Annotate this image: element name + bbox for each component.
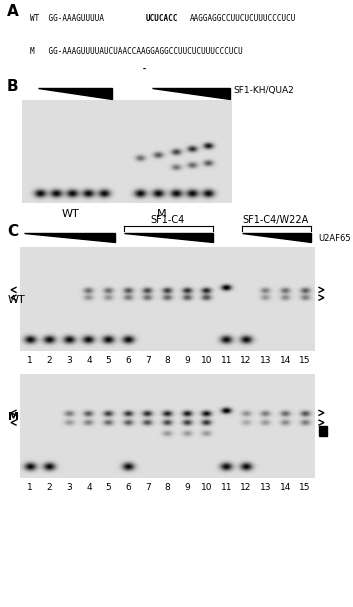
Text: 11: 11 bbox=[221, 356, 232, 365]
Text: 14: 14 bbox=[280, 483, 291, 492]
Text: UCUCACC: UCUCACC bbox=[145, 14, 178, 22]
Polygon shape bbox=[24, 233, 115, 242]
Text: 9: 9 bbox=[184, 356, 190, 365]
Text: 14: 14 bbox=[280, 356, 291, 365]
Text: AAGGAGGCCUUCUCUUUCCCUCU: AAGGAGGCCUUCUCUUUCCCUCU bbox=[190, 14, 297, 22]
Text: M: M bbox=[8, 412, 19, 422]
Text: 13: 13 bbox=[260, 483, 271, 492]
Text: 8: 8 bbox=[164, 356, 170, 365]
Text: U2AF65: U2AF65 bbox=[318, 234, 351, 243]
Text: 1: 1 bbox=[27, 356, 33, 365]
Text: -: - bbox=[142, 66, 147, 74]
Text: A: A bbox=[7, 4, 19, 19]
Text: 6: 6 bbox=[125, 483, 131, 492]
Text: 5: 5 bbox=[106, 483, 112, 492]
Text: 2: 2 bbox=[47, 356, 53, 365]
Text: 7: 7 bbox=[145, 356, 151, 365]
Text: 3: 3 bbox=[66, 483, 72, 492]
Text: WT: WT bbox=[8, 294, 26, 305]
Text: WT  GG-AAAGUUUUA: WT GG-AAAGUUUUA bbox=[30, 14, 104, 22]
Text: 6: 6 bbox=[125, 356, 131, 365]
Text: WT: WT bbox=[61, 209, 79, 220]
Text: 15: 15 bbox=[299, 483, 311, 492]
Text: 11: 11 bbox=[221, 483, 232, 492]
Text: 13: 13 bbox=[260, 356, 271, 365]
Text: 4: 4 bbox=[86, 483, 92, 492]
Text: SF1-C4: SF1-C4 bbox=[150, 215, 185, 225]
Text: 10: 10 bbox=[201, 483, 213, 492]
Text: 12: 12 bbox=[240, 483, 252, 492]
Text: 5: 5 bbox=[106, 356, 112, 365]
Text: 3: 3 bbox=[66, 356, 72, 365]
Polygon shape bbox=[38, 88, 112, 99]
Text: M: M bbox=[157, 209, 167, 220]
Text: SF1-KH/QUA2: SF1-KH/QUA2 bbox=[233, 86, 294, 95]
Polygon shape bbox=[124, 233, 213, 242]
Text: 12: 12 bbox=[240, 356, 252, 365]
Text: 15: 15 bbox=[299, 356, 311, 365]
Text: 2: 2 bbox=[47, 483, 53, 492]
Text: 7: 7 bbox=[145, 483, 151, 492]
Polygon shape bbox=[152, 88, 230, 99]
Text: B: B bbox=[7, 79, 19, 94]
Bar bbox=[319, 427, 327, 436]
Text: 9: 9 bbox=[184, 483, 190, 492]
Text: M   GG-AAAGUUUUAUCUAACCAAGGAGGCCUUCUCUUUCCCUCU: M GG-AAAGUUUUAUCUAACCAAGGAGGCCUUCUCUUUCC… bbox=[30, 47, 243, 56]
Text: 1: 1 bbox=[27, 483, 33, 492]
Text: 10: 10 bbox=[201, 356, 213, 365]
Text: C: C bbox=[7, 223, 18, 239]
Text: 8: 8 bbox=[164, 483, 170, 492]
Text: 4: 4 bbox=[86, 356, 92, 365]
Text: SF1-C4/W22A: SF1-C4/W22A bbox=[243, 215, 309, 225]
Polygon shape bbox=[242, 233, 311, 242]
